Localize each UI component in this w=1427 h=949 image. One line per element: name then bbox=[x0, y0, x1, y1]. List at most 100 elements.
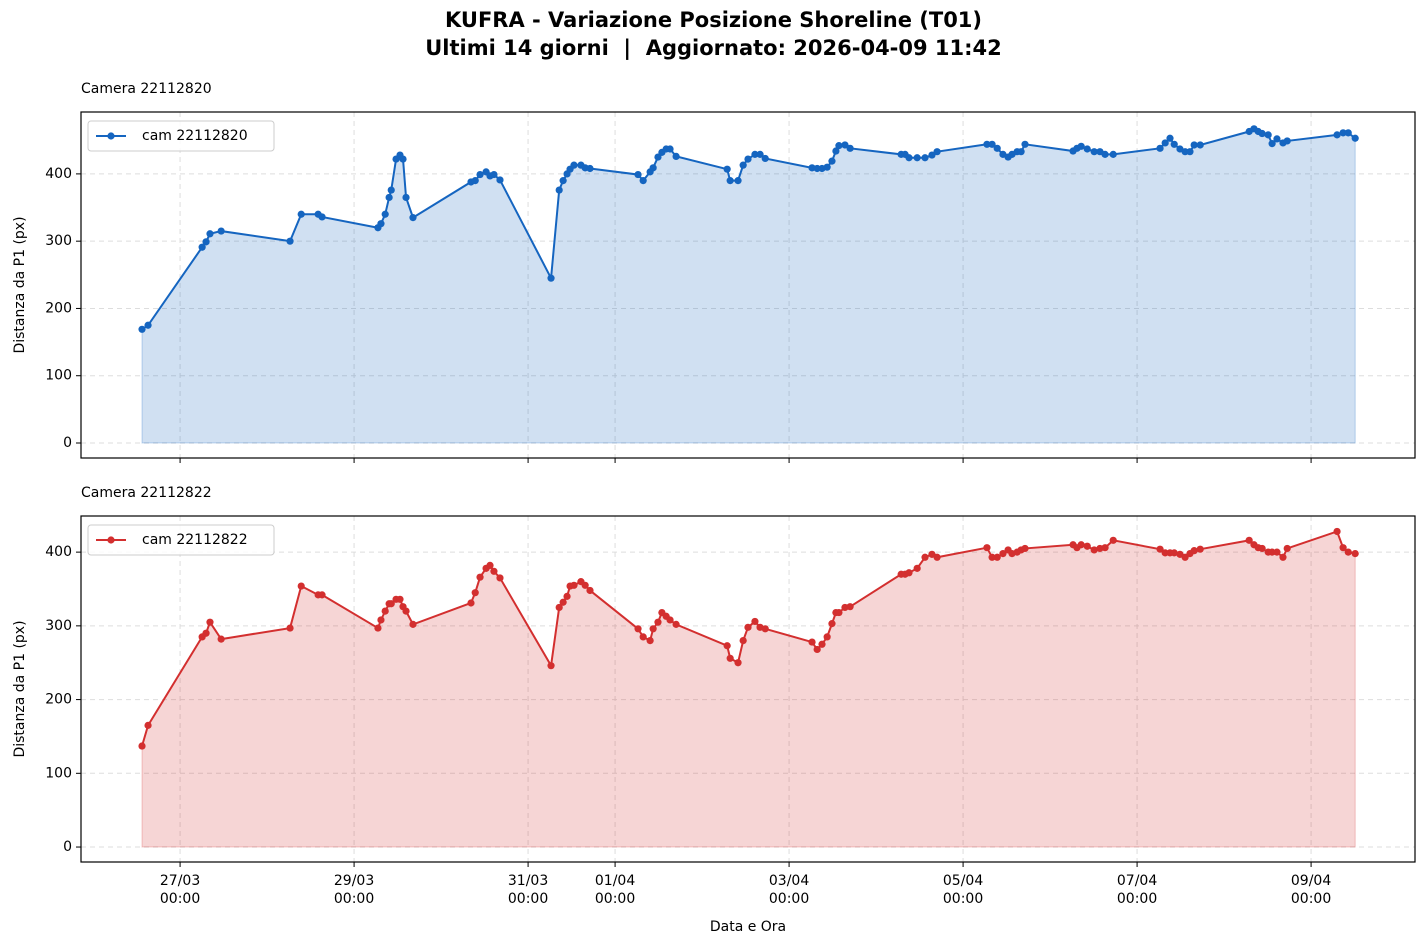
x-tick-label: 03/04 00:00 bbox=[768, 873, 810, 907]
point bbox=[832, 147, 840, 155]
y-tick-label: 300 bbox=[45, 233, 72, 249]
point bbox=[409, 620, 417, 628]
point bbox=[808, 638, 816, 646]
point bbox=[1161, 139, 1169, 147]
point bbox=[467, 599, 475, 607]
point bbox=[666, 145, 674, 153]
point bbox=[374, 624, 382, 632]
point bbox=[206, 618, 214, 626]
legend-box bbox=[87, 120, 275, 152]
point bbox=[846, 603, 854, 611]
point bbox=[1077, 541, 1085, 549]
point bbox=[1268, 140, 1276, 148]
point bbox=[751, 150, 759, 158]
point bbox=[1156, 545, 1164, 553]
point bbox=[1101, 544, 1109, 552]
point bbox=[471, 177, 479, 185]
point bbox=[399, 155, 407, 163]
chart-title: Camera 22112820 bbox=[81, 81, 212, 97]
point bbox=[646, 636, 654, 645]
legend-label: cam 22112820 bbox=[142, 128, 248, 144]
point bbox=[649, 164, 657, 172]
point bbox=[202, 629, 210, 637]
point bbox=[586, 586, 594, 595]
point bbox=[1344, 129, 1352, 137]
point bbox=[1279, 553, 1287, 561]
point bbox=[559, 598, 567, 606]
point bbox=[905, 154, 913, 162]
point bbox=[1017, 148, 1025, 156]
x-axis-label: Data e Ora bbox=[710, 919, 786, 935]
point bbox=[756, 150, 764, 158]
point bbox=[723, 165, 731, 173]
area bbox=[141, 530, 1356, 848]
point bbox=[744, 623, 752, 631]
point bbox=[913, 154, 921, 162]
point bbox=[1196, 141, 1204, 149]
y-tick-label: 100 bbox=[45, 765, 72, 781]
point bbox=[1333, 131, 1341, 139]
point bbox=[586, 164, 594, 173]
point bbox=[734, 177, 742, 185]
point bbox=[993, 144, 1001, 152]
point bbox=[1273, 135, 1281, 143]
point bbox=[490, 170, 498, 179]
point bbox=[921, 553, 929, 561]
point bbox=[1186, 148, 1194, 156]
point bbox=[841, 141, 849, 149]
point bbox=[818, 640, 826, 648]
point bbox=[983, 544, 991, 552]
point bbox=[297, 582, 305, 590]
point bbox=[1021, 140, 1029, 148]
point bbox=[933, 148, 941, 156]
y-tick-label: 200 bbox=[45, 692, 72, 708]
x-tick-label: 27/03 00:00 bbox=[159, 873, 201, 907]
point bbox=[1196, 545, 1204, 553]
point bbox=[1351, 134, 1359, 142]
point bbox=[905, 569, 913, 577]
point bbox=[723, 642, 731, 650]
point bbox=[1109, 536, 1117, 544]
point bbox=[1283, 544, 1291, 553]
point bbox=[672, 152, 680, 161]
point bbox=[823, 163, 831, 171]
area bbox=[141, 128, 1356, 444]
point bbox=[649, 625, 657, 633]
point bbox=[1156, 144, 1164, 152]
figure-title: KUFRA - Variazione Posizione Shoreline (… bbox=[444, 8, 983, 32]
x-tick-label: 09/04 00:00 bbox=[1290, 873, 1332, 907]
point bbox=[734, 659, 742, 667]
point bbox=[846, 144, 854, 152]
point bbox=[396, 595, 404, 603]
point bbox=[206, 230, 214, 238]
plot-frame bbox=[80, 111, 1416, 459]
point bbox=[1333, 527, 1341, 536]
point bbox=[828, 620, 836, 628]
point bbox=[555, 186, 563, 194]
legend-box bbox=[87, 524, 275, 556]
point bbox=[570, 161, 578, 169]
point bbox=[387, 186, 395, 194]
point bbox=[476, 573, 484, 581]
legend-marker bbox=[107, 132, 115, 140]
point bbox=[654, 618, 662, 626]
point bbox=[983, 140, 991, 148]
point bbox=[496, 574, 504, 582]
point bbox=[377, 220, 385, 228]
point bbox=[555, 603, 563, 612]
x-tick-label: 31/03 00:00 bbox=[507, 873, 549, 907]
point bbox=[823, 633, 831, 641]
point bbox=[138, 325, 146, 333]
point bbox=[639, 177, 647, 185]
point bbox=[217, 227, 225, 235]
point bbox=[726, 177, 734, 185]
point bbox=[1245, 536, 1253, 544]
point bbox=[1090, 148, 1098, 156]
x-tick-label: 01/04 00:00 bbox=[594, 873, 636, 907]
point bbox=[387, 600, 395, 608]
point bbox=[828, 157, 836, 165]
y-axis-label: Distanza da P1 (px) bbox=[12, 216, 28, 353]
point bbox=[198, 243, 206, 251]
point bbox=[634, 170, 642, 179]
point bbox=[761, 154, 769, 163]
